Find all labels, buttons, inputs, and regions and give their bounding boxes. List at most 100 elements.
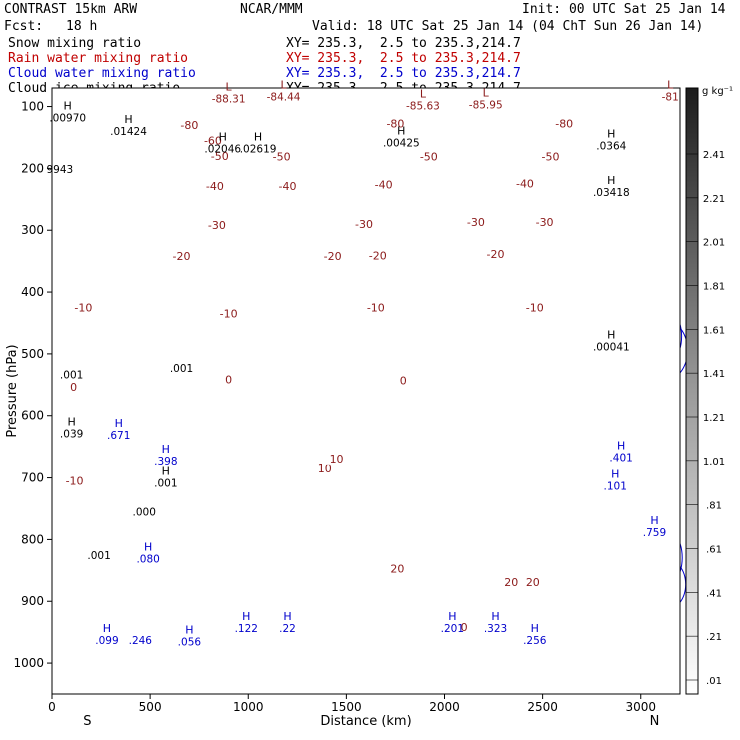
legend-rain: Rain water mixing ratio xyxy=(8,51,189,66)
x-tick-label: 2500 xyxy=(527,700,558,714)
isotherm-label: 0 xyxy=(461,621,468,634)
extremum-marker: H xyxy=(254,131,262,144)
extremum-marker: H xyxy=(448,610,456,623)
extremum-value: 9943 xyxy=(46,164,73,176)
extremum-value: .099 xyxy=(95,635,118,647)
extremum-value: -85.95 xyxy=(469,100,503,112)
colorbar-label: .41 xyxy=(706,588,722,599)
colorbar-bar xyxy=(685,87,699,695)
extremum-value: .22 xyxy=(279,623,296,635)
extremum-marker: H xyxy=(607,127,615,140)
y-tick-label: 400 xyxy=(21,285,44,299)
isotherm-label-bg xyxy=(320,250,345,263)
extremum-value: .201 xyxy=(441,623,464,635)
isotherm-label: -50 xyxy=(211,150,229,163)
extremum-marker: H xyxy=(531,622,539,635)
isotherm-label-bg xyxy=(538,150,563,163)
isotherm-label: 20 xyxy=(504,576,518,589)
isotherm-label: -20 xyxy=(487,248,505,261)
isotherm-label-bg xyxy=(512,177,537,190)
y-tick-label: 600 xyxy=(21,409,44,423)
isotherm-label: 20 xyxy=(526,576,540,589)
extremum-marker: H xyxy=(115,417,123,430)
extremum-value: .398 xyxy=(154,456,177,468)
extremum-marker: L xyxy=(483,87,490,100)
isotherm-label-bg xyxy=(363,301,388,314)
x-tick-label: 500 xyxy=(139,700,162,714)
isotherm-label: -80 xyxy=(180,119,198,132)
isotherm-label-bg xyxy=(275,180,300,193)
isotherm-label-bg xyxy=(204,219,229,232)
extremum-marker: H xyxy=(162,443,170,456)
y-tick-label: 900 xyxy=(21,594,44,608)
extremum-value: .101 xyxy=(604,481,627,493)
extremum-value: .001 xyxy=(170,363,193,375)
isotherm-label-bg xyxy=(391,374,416,387)
colorbar-label: .81 xyxy=(706,501,722,512)
isotherm-label: -40 xyxy=(206,180,224,193)
isotherm-label: 10 xyxy=(318,462,332,475)
x-tick-label: 0 xyxy=(48,700,56,714)
y-tick-label: 200 xyxy=(21,161,44,175)
extremum-value: .001 xyxy=(60,369,83,381)
isotherm-label-bg xyxy=(532,216,557,229)
isotherm-label: -10 xyxy=(526,301,544,314)
colorbar-label: 1.81 xyxy=(703,282,725,293)
isotherm-label: -20 xyxy=(324,250,342,263)
x-axis-label: Distance (km) xyxy=(320,714,411,729)
extremum-marker: H xyxy=(103,622,111,635)
extremum-value: .039 xyxy=(60,429,83,441)
isotherm-label: -80 xyxy=(386,118,404,131)
extremum-marker: H xyxy=(144,541,152,554)
extremum-value: .02046 xyxy=(204,144,241,156)
isotherm-label-bg xyxy=(383,117,408,130)
extremum-value: .256 xyxy=(523,635,547,647)
isotherm-label-bg xyxy=(177,118,202,131)
plot-frame xyxy=(51,87,681,695)
isotherm-label-bg xyxy=(61,381,86,394)
legend-cloud-water: Cloud water mixing ratio xyxy=(8,66,196,81)
isotherm-label-bg xyxy=(269,150,294,163)
isotherm-label: -40 xyxy=(279,180,297,193)
isotherm-label: 0 xyxy=(225,374,232,387)
extremum-marker: L xyxy=(281,79,288,92)
isotherm-label: -30 xyxy=(536,216,554,229)
extremum-value: .02619 xyxy=(240,144,277,156)
isotherm-label-bg xyxy=(324,452,349,465)
colorbar-label: 2.41 xyxy=(703,150,725,161)
isotherm-label-bg xyxy=(207,149,232,162)
colorbar-label: .21 xyxy=(706,632,722,643)
extremum-value: .0364 xyxy=(596,140,626,152)
extremum-marker: L xyxy=(226,80,233,93)
extremum-marker: H xyxy=(242,610,250,623)
isotherm-label-bg xyxy=(483,248,508,261)
isotherm-label: -20 xyxy=(369,249,387,262)
isotherm-label-bg xyxy=(216,307,241,320)
extremum-value: .122 xyxy=(235,623,258,635)
isotherm-label: -10 xyxy=(367,301,385,314)
extremum-value: .323 xyxy=(484,623,507,635)
isotherm-label-bg xyxy=(200,134,225,147)
isotherm-label: -30 xyxy=(467,216,485,229)
extremum-value: .401 xyxy=(609,453,632,465)
extremum-marker: L xyxy=(667,79,674,92)
extremum-marker: H xyxy=(124,113,132,126)
extremum-value: .001 xyxy=(154,477,177,489)
extremum-value: .001 xyxy=(87,550,110,562)
isotherm-label: -10 xyxy=(220,308,238,321)
colorbar-label: 1.61 xyxy=(703,325,725,336)
extremum-marker: H xyxy=(607,328,615,341)
y-tick-label: 500 xyxy=(21,347,44,361)
extremum-value: .000 xyxy=(133,507,156,519)
colorbar-label: 1.21 xyxy=(703,413,725,424)
legend-snow-xy: XY= 235.3, 2.5 to 235.3,214.7 xyxy=(286,36,521,51)
org-label: NCAR/MMM xyxy=(240,2,303,17)
extremum-value: -88.31 xyxy=(212,93,246,105)
isotherm-label: -50 xyxy=(273,150,291,163)
extremum-marker: H xyxy=(607,174,615,187)
extremum-marker: H xyxy=(650,514,658,527)
isotherm-label: -40 xyxy=(375,178,393,191)
extremum-marker: H xyxy=(617,440,625,453)
extremum-marker: H xyxy=(64,100,72,113)
